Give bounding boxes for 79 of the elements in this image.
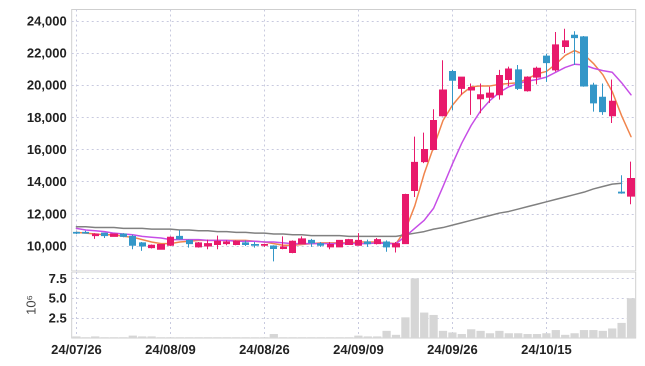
y-axis-title: 10⁶ <box>24 295 39 315</box>
y-tick-label: 22,000 <box>26 45 67 60</box>
candlestick <box>402 193 409 244</box>
candlestick <box>101 232 108 239</box>
candlestick <box>449 69 456 111</box>
candlestick <box>599 83 606 116</box>
candlestick <box>195 242 202 248</box>
candlestick <box>364 239 371 248</box>
y-tick-label: 5.0 <box>48 290 67 306</box>
candlestick <box>233 240 240 246</box>
candlestick <box>139 242 146 252</box>
y-tick-label: 14,000 <box>26 174 67 190</box>
y-tick-label: 24,000 <box>26 13 67 28</box>
y-tick-label: 10,000 <box>26 238 67 254</box>
candlestick <box>562 28 569 54</box>
candlestick <box>571 30 578 66</box>
candlestick <box>505 66 512 86</box>
candlestick <box>261 243 268 248</box>
candlestick <box>486 86 494 104</box>
candlestick <box>533 66 541 85</box>
candlestick <box>477 83 484 114</box>
candlestick <box>176 229 183 240</box>
line-series <box>76 182 622 238</box>
candlestick <box>355 232 362 246</box>
x-tick-label: 24/08/09 <box>145 342 196 357</box>
candlestick <box>411 136 418 198</box>
candlestick <box>468 83 475 116</box>
y-tick-label: 12,000 <box>26 206 67 222</box>
candlestick <box>223 240 230 246</box>
x-tick-label: 24/09/09 <box>333 342 384 357</box>
candlestick <box>73 231 80 234</box>
candlestick <box>439 60 447 118</box>
x-tick-label: 24/10/15 <box>521 342 572 357</box>
candlestick <box>167 236 174 247</box>
candlestick <box>374 238 381 245</box>
candlestick <box>242 240 249 247</box>
candlestick <box>627 161 635 205</box>
y-tick-label: 20,000 <box>26 78 67 93</box>
candlestick <box>298 236 306 244</box>
y-tick-label: 7.5 <box>48 270 67 286</box>
candlestick <box>430 108 437 151</box>
candlestick <box>458 76 465 96</box>
candlestick <box>345 238 353 245</box>
x-tick-label: 24/07/26 <box>51 342 102 357</box>
candlestick <box>92 232 99 240</box>
candlestick <box>609 79 616 124</box>
y-tick-label: 18,000 <box>26 110 67 125</box>
candlestick <box>204 239 212 250</box>
y-tick-label: 2.5 <box>48 310 67 326</box>
candlestick <box>214 235 221 250</box>
candlestick <box>251 242 259 248</box>
candlestick <box>543 53 550 82</box>
candlestick <box>317 242 324 248</box>
candlestick <box>336 240 343 248</box>
candlestick <box>327 242 334 250</box>
x-tick-label: 24/08/26 <box>239 342 290 357</box>
candlestick <box>515 64 522 90</box>
candlestick <box>421 132 428 164</box>
candlestick <box>383 240 390 252</box>
candlestick <box>392 242 400 253</box>
y-tick-label: 16,000 <box>26 142 67 158</box>
candlestick <box>148 244 155 249</box>
candlestick <box>618 174 625 194</box>
x-tick-label: 24/09/26 <box>427 342 478 357</box>
candlestick <box>524 76 531 92</box>
candlestick <box>289 240 296 254</box>
candlestick <box>552 32 559 72</box>
candlestick <box>580 36 588 88</box>
candlestick <box>110 233 118 237</box>
candlestick <box>157 244 165 250</box>
candlestick <box>590 82 597 112</box>
candlestick <box>120 232 127 238</box>
candlestick <box>82 230 89 234</box>
candlestick <box>280 236 287 250</box>
candlestick <box>496 69 503 100</box>
candlestick <box>308 238 315 248</box>
candlestick <box>186 239 193 248</box>
candlestick <box>270 244 277 262</box>
candlestick <box>129 234 136 250</box>
